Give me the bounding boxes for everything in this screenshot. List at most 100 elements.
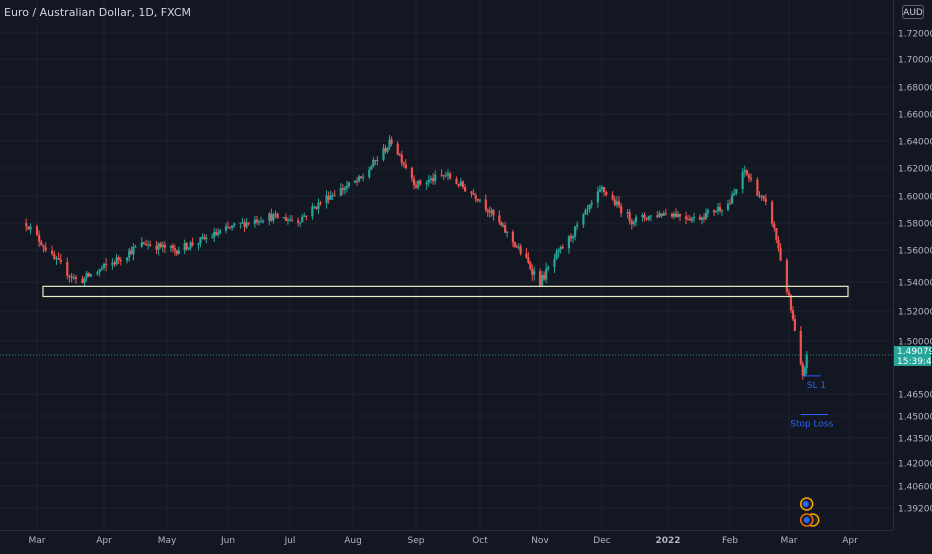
candle-body xyxy=(626,212,629,214)
candle-body xyxy=(239,222,242,224)
candle-body xyxy=(598,189,602,192)
chart-title: Euro / Australian Dollar, 1D, FXCM xyxy=(4,6,192,19)
candle-body xyxy=(191,242,194,245)
candle-body xyxy=(743,170,746,172)
candle-body xyxy=(533,271,536,275)
candle-body xyxy=(574,226,577,237)
candle-body xyxy=(492,210,495,216)
candle-body xyxy=(632,222,636,225)
candle-body xyxy=(793,319,797,331)
currency-badge[interactable]: AUD xyxy=(902,5,924,19)
candle-body xyxy=(299,222,302,224)
candle-body xyxy=(603,187,606,192)
candle-body xyxy=(317,202,320,209)
candle-body xyxy=(355,180,359,182)
stop-loss-label: Stop Loss xyxy=(790,420,833,430)
x-tick-label: Apr xyxy=(842,536,858,546)
candle-body xyxy=(25,223,28,227)
x-tick-label: 2022 xyxy=(655,536,680,546)
candle-body xyxy=(183,242,186,251)
y-tick-label: 1.54000 xyxy=(898,279,932,289)
candle-body xyxy=(333,195,336,197)
candle-body xyxy=(325,195,328,204)
candle-body xyxy=(463,187,467,192)
candle-body xyxy=(327,195,330,200)
x-tick-label: Apr xyxy=(96,536,112,546)
candle-body xyxy=(641,214,644,217)
candle-body xyxy=(449,173,452,179)
candle-body xyxy=(362,177,365,179)
candle-body xyxy=(588,204,591,210)
candle-body xyxy=(425,182,428,185)
candle-body xyxy=(276,213,279,219)
candle-body xyxy=(706,210,710,213)
candle-body xyxy=(329,195,332,200)
x-tick-label: Nov xyxy=(531,536,549,546)
candle-body xyxy=(288,219,292,221)
candle-body xyxy=(360,176,363,178)
x-tick-label: Mar xyxy=(781,536,798,546)
candle-body xyxy=(119,259,122,261)
candle-body xyxy=(42,245,45,248)
candle-body xyxy=(35,226,39,235)
candle-body xyxy=(553,259,556,267)
candle-body xyxy=(311,206,314,217)
y-tick-label: 1.60000 xyxy=(898,193,932,203)
candle-body xyxy=(731,195,734,204)
candle-body xyxy=(600,187,604,190)
support-zone-rectangle xyxy=(42,285,849,298)
candle-body xyxy=(634,216,638,223)
countdown-value: 15:39:48 xyxy=(897,357,932,367)
candle-body xyxy=(678,214,682,217)
y-tick-label: 1.46500 xyxy=(898,391,932,401)
candle-body xyxy=(259,221,263,223)
x-tick-label: Feb xyxy=(722,536,738,546)
candle-body xyxy=(414,185,418,188)
candle-body xyxy=(714,210,718,213)
candle-body xyxy=(353,180,357,183)
candle-body xyxy=(315,206,318,209)
candle-body xyxy=(664,213,667,215)
candle-body xyxy=(343,188,346,191)
candle-body xyxy=(799,330,802,364)
candle-body xyxy=(586,209,589,211)
candle-body xyxy=(100,267,103,270)
candle-body xyxy=(805,354,808,369)
candle-body xyxy=(779,248,782,261)
candle-body xyxy=(476,199,479,201)
candle-body xyxy=(83,277,86,284)
candle-body xyxy=(243,222,246,228)
candle-body xyxy=(374,160,377,162)
candle-body xyxy=(319,202,322,204)
x-axis[interactable]: Mar Apr May Jun Jul Aug Sep Oct Nov Dec 2022 Feb Mar… xyxy=(0,530,893,547)
candle-body xyxy=(569,236,573,239)
candle-body xyxy=(177,250,180,254)
candle-body xyxy=(613,199,616,205)
candle-body xyxy=(712,210,716,213)
candle-body xyxy=(791,310,795,320)
y-axis[interactable]: 1.72000 1.70000 1.68000 1.66000 1.64000 1.620… xyxy=(893,0,932,550)
candle-body xyxy=(228,227,232,229)
candle-body xyxy=(142,242,145,244)
candle-body xyxy=(140,242,143,247)
candle-body xyxy=(213,232,216,238)
candle-body xyxy=(126,257,129,261)
y-tick-label: 1.50000 xyxy=(898,338,932,348)
candle-body xyxy=(690,218,694,221)
candle-body xyxy=(128,250,131,258)
candle-body xyxy=(429,178,433,180)
candle-body xyxy=(747,174,751,179)
candle-body xyxy=(474,195,477,200)
candle-body xyxy=(217,233,220,235)
candle-body xyxy=(219,230,222,234)
candle-body xyxy=(557,249,560,253)
candle-body xyxy=(718,207,722,211)
x-tick-label: Mar xyxy=(29,536,46,546)
candle-body xyxy=(576,224,579,227)
x-tick-label: Sep xyxy=(408,536,425,546)
candle-body xyxy=(716,207,720,211)
candle-body xyxy=(656,215,659,218)
candle-body xyxy=(163,244,166,248)
